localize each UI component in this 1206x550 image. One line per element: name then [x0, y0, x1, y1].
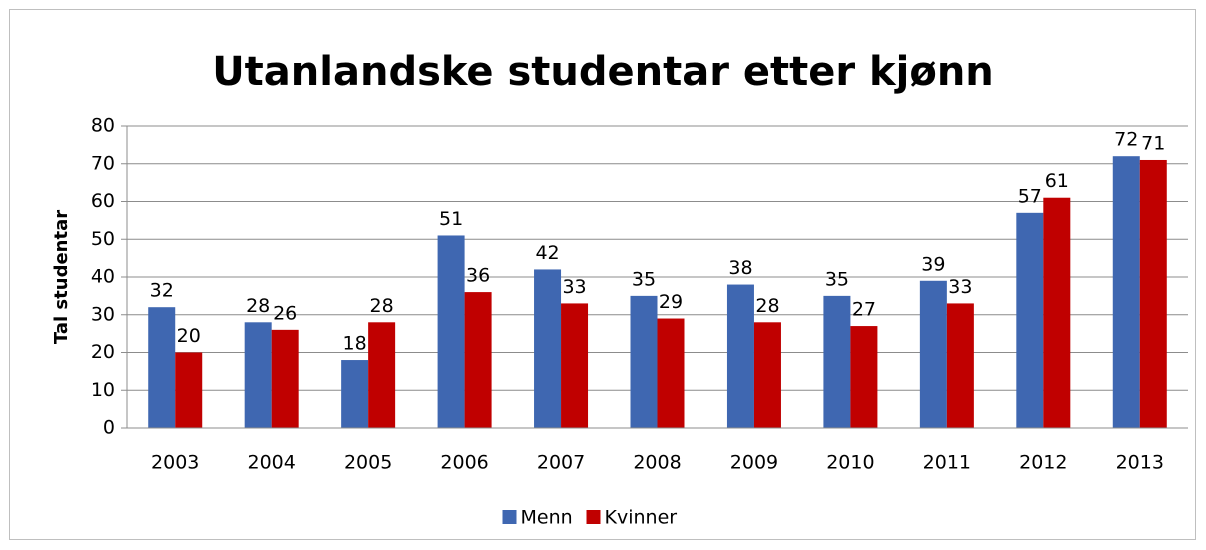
data-label: 36: [466, 265, 490, 287]
bar: [1112, 156, 1140, 428]
data-label: 28: [755, 295, 779, 317]
legend-label: Menn: [521, 507, 573, 529]
x-tick-label: 2009: [730, 452, 778, 474]
bar: [437, 235, 465, 428]
data-label: 27: [852, 299, 876, 321]
bar: [464, 292, 492, 428]
bar: [561, 303, 589, 428]
bar: [175, 352, 203, 428]
x-tick-label: 2008: [633, 452, 681, 474]
bar: [850, 326, 878, 428]
y-tick-label: 50: [91, 228, 115, 250]
bar: [341, 360, 369, 428]
legend-swatch: [586, 510, 601, 524]
data-label: 57: [1018, 185, 1042, 207]
bar: [368, 322, 396, 428]
x-tick-label: 2010: [826, 452, 874, 474]
y-tick-label: 80: [91, 115, 115, 137]
data-label: 71: [1141, 132, 1165, 154]
y-tick-label: 70: [91, 152, 115, 174]
y-tick-label: 0: [103, 417, 115, 439]
bar: [657, 318, 685, 428]
y-tick-label: 40: [91, 266, 115, 288]
data-label: 51: [439, 208, 463, 230]
data-label: 26: [273, 302, 297, 324]
legend-label: Kvinner: [605, 507, 678, 529]
bar: [753, 322, 781, 428]
x-tick-label: 2004: [248, 452, 296, 474]
chart-title: Utanlandske studentar etter kjønn: [212, 49, 994, 95]
bar: [726, 284, 754, 428]
x-tick-label: 2005: [344, 452, 392, 474]
data-label: 72: [1114, 129, 1138, 151]
y-tick-label: 10: [91, 379, 115, 401]
y-axis-label: Tal studentar: [51, 210, 72, 344]
bar: [1016, 212, 1044, 428]
data-label: 35: [632, 268, 656, 290]
data-label: 33: [562, 276, 586, 298]
data-label: 28: [370, 295, 394, 317]
data-label: 32: [150, 280, 174, 302]
data-label: 18: [343, 333, 367, 355]
x-tick-label: 2013: [1116, 452, 1164, 474]
x-tick-label: 2012: [1019, 452, 1067, 474]
bar: [630, 295, 658, 428]
x-tick-label: 2007: [537, 452, 585, 474]
bar: [946, 303, 974, 428]
bar: [148, 307, 176, 428]
bar: [244, 322, 272, 428]
data-label: 33: [948, 276, 972, 298]
data-label: 39: [921, 253, 945, 275]
legend-swatch: [502, 510, 517, 524]
chart-border: [9, 9, 1196, 540]
x-tick-label: 2003: [151, 452, 199, 474]
bar: [1139, 159, 1167, 428]
x-tick-label: 2011: [923, 452, 971, 474]
data-label: 42: [535, 242, 559, 264]
y-tick-label: 30: [91, 303, 115, 325]
bar: [271, 329, 299, 428]
bar: [534, 269, 562, 428]
data-label: 38: [728, 257, 752, 279]
data-label: 20: [177, 325, 201, 347]
y-tick-label: 20: [91, 341, 115, 363]
data-label: 28: [246, 295, 270, 317]
y-tick-label: 60: [91, 190, 115, 212]
bar: [919, 280, 947, 428]
data-label: 29: [659, 291, 683, 313]
data-label: 35: [825, 268, 849, 290]
bar: [1043, 197, 1071, 428]
x-tick-label: 2006: [440, 452, 488, 474]
bar: [823, 295, 851, 428]
data-label: 61: [1045, 170, 1069, 192]
